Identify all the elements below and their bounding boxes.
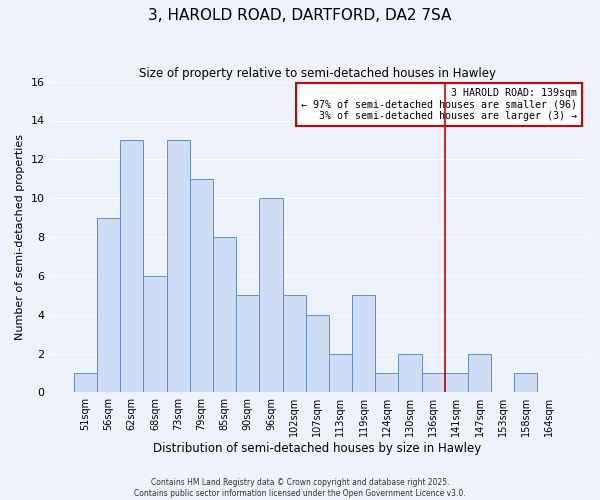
Bar — [120, 140, 143, 392]
Bar — [352, 295, 375, 392]
Bar — [259, 198, 283, 392]
Bar — [514, 373, 538, 392]
Bar — [398, 354, 422, 393]
Bar — [213, 237, 236, 392]
Bar — [305, 314, 329, 392]
Bar — [167, 140, 190, 392]
Text: Contains HM Land Registry data © Crown copyright and database right 2025.
Contai: Contains HM Land Registry data © Crown c… — [134, 478, 466, 498]
Text: 3, HAROLD ROAD, DARTFORD, DA2 7SA: 3, HAROLD ROAD, DARTFORD, DA2 7SA — [148, 8, 452, 22]
Y-axis label: Number of semi-detached properties: Number of semi-detached properties — [15, 134, 25, 340]
Bar — [468, 354, 491, 393]
X-axis label: Distribution of semi-detached houses by size in Hawley: Distribution of semi-detached houses by … — [153, 442, 481, 455]
Bar — [422, 373, 445, 392]
Bar — [445, 373, 468, 392]
Bar — [190, 179, 213, 392]
Bar — [236, 295, 259, 392]
Title: Size of property relative to semi-detached houses in Hawley: Size of property relative to semi-detach… — [139, 68, 496, 80]
Bar — [329, 354, 352, 393]
Bar — [143, 276, 167, 392]
Text: 3 HAROLD ROAD: 139sqm
← 97% of semi-detached houses are smaller (96)
3% of semi-: 3 HAROLD ROAD: 139sqm ← 97% of semi-deta… — [301, 88, 577, 121]
Bar — [74, 373, 97, 392]
Bar — [375, 373, 398, 392]
Bar — [97, 218, 120, 392]
Bar — [283, 295, 305, 392]
